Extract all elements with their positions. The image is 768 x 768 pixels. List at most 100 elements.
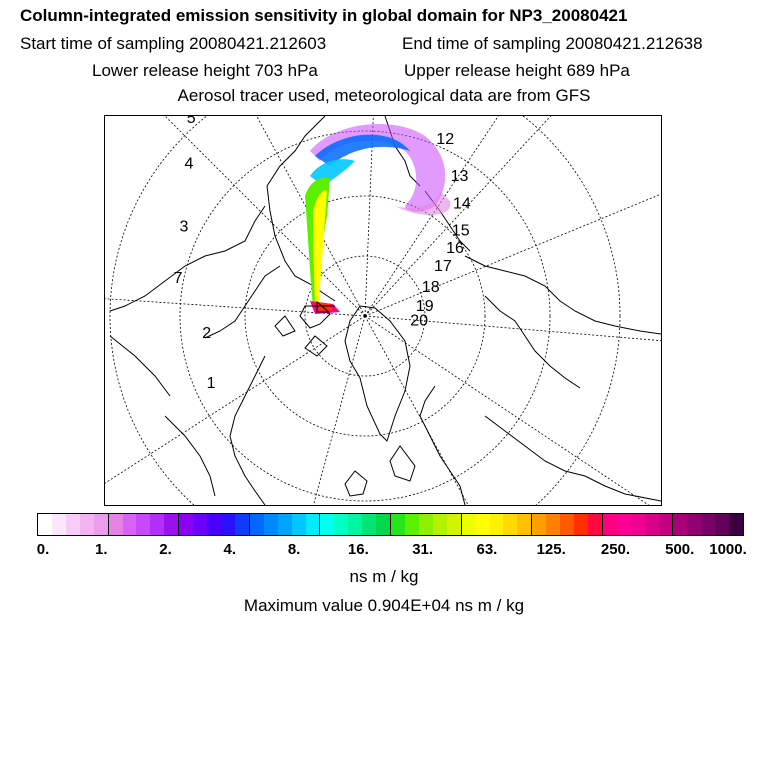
colorbar-swatch xyxy=(432,514,447,535)
emission-sensitivity-field xyxy=(305,124,451,314)
colorbar-tick-label: 125. xyxy=(536,541,566,558)
west-coast-inner xyxy=(164,415,216,497)
max-value-label: Maximum value 0.904E+04 ns m / kg xyxy=(243,596,525,615)
colorbar xyxy=(37,513,744,536)
arctic-island xyxy=(304,335,328,357)
meridian xyxy=(256,116,366,317)
trajectory-marker: 13 xyxy=(451,168,469,185)
trajectory-marker: 16 xyxy=(446,240,464,257)
colorbar-swatch xyxy=(489,514,504,535)
colorbar-swatch xyxy=(305,514,321,535)
colorbar-swatch xyxy=(51,514,66,535)
plume-yellow xyxy=(313,190,327,306)
tracer-note: Aerosol tracer used, meteorological data… xyxy=(177,86,591,105)
colorbar-swatch xyxy=(320,514,335,535)
trajectory-marker: 17 xyxy=(434,258,452,275)
colorbar-swatch xyxy=(207,514,221,535)
colorbar-unit: ns m / kg xyxy=(349,567,419,586)
colorbar-swatch xyxy=(446,514,462,535)
lat-circle-60 xyxy=(179,130,551,502)
colorbar-tick-label: 31. xyxy=(412,541,434,558)
trajectory-marker: 19 xyxy=(416,298,434,315)
trajectory-marker: 18 xyxy=(422,279,440,296)
colorbar-swatch xyxy=(179,514,194,535)
colorbar-swatch xyxy=(532,514,547,535)
hudson-coast xyxy=(109,205,266,312)
greenland-coast xyxy=(344,305,411,442)
end-time-label: End time of sampling 20080421.212638 xyxy=(402,34,703,53)
labrador-coast xyxy=(204,265,281,339)
graticule xyxy=(105,116,661,505)
trajectory-markers: 1234567891011121314151617181920 xyxy=(174,116,471,392)
north-america-coast xyxy=(266,116,336,302)
meridian xyxy=(313,315,366,505)
colorbar-tick-label: 63. xyxy=(476,541,498,558)
colorbar-swatch xyxy=(503,514,518,535)
europe-coast xyxy=(419,385,466,505)
meridian xyxy=(364,116,374,317)
start-time-label: Start time of sampling 20080421.212603 xyxy=(20,34,327,53)
colorbar-swatch xyxy=(263,514,278,535)
colorbar-swatch xyxy=(122,514,137,535)
plume-outer xyxy=(310,124,446,212)
colorbar-swatch xyxy=(193,514,208,535)
lat-circle-80 xyxy=(304,255,426,377)
meridian xyxy=(364,193,661,317)
meridian xyxy=(364,315,469,505)
colorbar-swatch xyxy=(475,514,490,535)
scandinavia-coast xyxy=(484,295,581,389)
british-isles-coast xyxy=(344,470,368,497)
lat-circle-70 xyxy=(244,195,486,437)
trajectory-marker: 5 xyxy=(187,116,196,127)
colorbar-swatch xyxy=(136,514,151,535)
arctic-island xyxy=(274,315,296,337)
colorbar-tick-label: 16. xyxy=(347,541,369,558)
colorbar-swatch xyxy=(630,514,645,535)
trajectory-marker: 1 xyxy=(207,375,216,392)
west-coast-far xyxy=(109,335,171,397)
polar-map: 1234567891011121314151617181920 xyxy=(105,116,661,505)
colorbar-swatch xyxy=(461,514,476,535)
colorbar-swatch xyxy=(560,514,575,535)
colorbar-tick-label: 1000. xyxy=(709,541,747,558)
colorbar-swatch xyxy=(687,514,702,535)
colorbar-swatch xyxy=(108,514,123,535)
colorbar-swatch xyxy=(164,514,180,535)
colorbar-swatch xyxy=(93,514,109,535)
colorbar-tick-label: 8. xyxy=(287,541,301,558)
lower-release-label: Lower release height 703 hPa xyxy=(92,61,318,80)
colorbar-swatch xyxy=(701,514,716,535)
colorbar-swatch xyxy=(362,514,377,535)
russia-coast xyxy=(464,255,661,335)
colorbar-swatch xyxy=(391,514,405,535)
colorbar-tick-label: 500. xyxy=(665,541,695,558)
meridian xyxy=(364,315,661,342)
colorbar-swatch xyxy=(404,514,419,535)
colorbar-swatch xyxy=(79,514,94,535)
colorbar-swatch xyxy=(658,514,674,535)
upper-release-label: Upper release height 689 hPa xyxy=(404,61,630,80)
trajectory-marker: 2 xyxy=(202,325,211,342)
colorbar-swatch xyxy=(348,514,363,535)
iceland-coast xyxy=(389,445,416,482)
colorbar-tick-label: 1. xyxy=(95,541,108,558)
west-coast xyxy=(229,355,266,505)
colorbar-swatch xyxy=(150,514,165,535)
trajectory-marker: 3 xyxy=(179,219,188,236)
colorbar-swatch xyxy=(277,514,292,535)
colorbar-swatch xyxy=(334,514,349,535)
colorbar-swatch xyxy=(616,514,631,535)
colorbar-swatch xyxy=(715,514,730,535)
trajectory-marker: 15 xyxy=(452,223,470,240)
colorbar-swatch xyxy=(234,514,250,535)
colorbar-swatch xyxy=(587,514,603,535)
colorbar-tick-label: 4. xyxy=(223,541,237,558)
meridian xyxy=(105,315,366,484)
coastlines xyxy=(109,116,661,505)
colorbar-swatch xyxy=(644,514,659,535)
trajectory-marker: 4 xyxy=(185,155,194,172)
meridian xyxy=(364,315,650,505)
colorbar-swatch xyxy=(291,514,306,535)
colorbar-swatch xyxy=(418,514,433,535)
colorbar-swatch xyxy=(729,514,744,535)
